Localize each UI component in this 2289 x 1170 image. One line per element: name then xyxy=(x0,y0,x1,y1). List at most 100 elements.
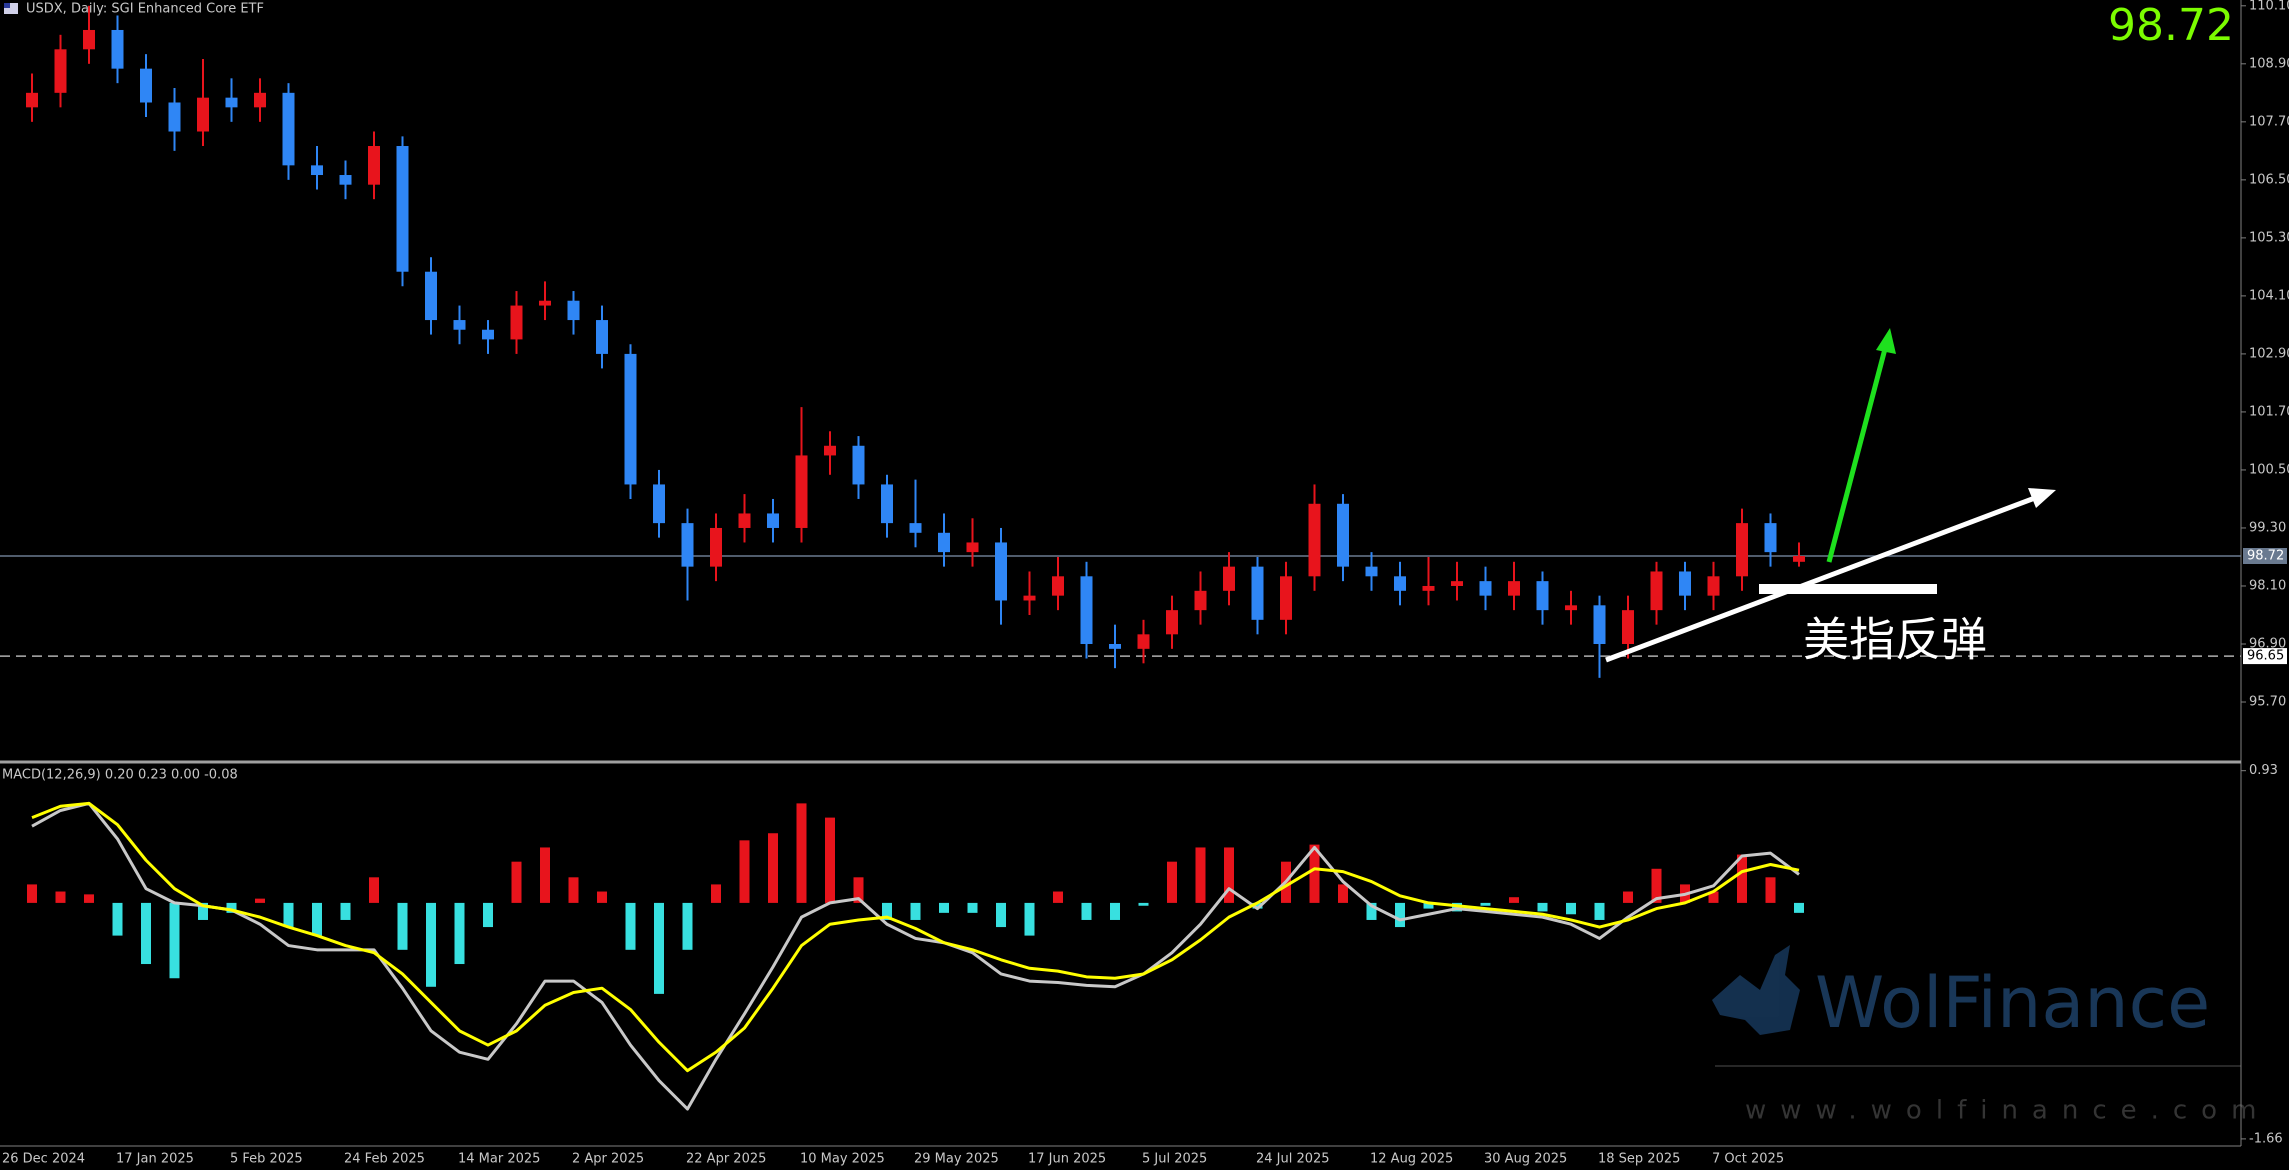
y-tick-label: -1.66 xyxy=(2249,1131,2283,1146)
candle-body xyxy=(453,320,466,330)
macd-histogram-bar xyxy=(939,902,949,913)
x-tick-label: 29 May 2025 xyxy=(914,1152,999,1167)
macd-histogram-bar xyxy=(55,891,66,903)
candle-body xyxy=(624,353,637,485)
macd-histogram-bar xyxy=(1366,902,1377,920)
y-tick-label: 0.93 xyxy=(2249,763,2278,778)
x-tick-label: 18 Sep 2025 xyxy=(1598,1152,1680,1167)
candle-body xyxy=(710,527,722,567)
macd-histogram-bar xyxy=(1338,884,1348,903)
macd-histogram-bar xyxy=(397,902,408,950)
macd-histogram-bar xyxy=(711,884,721,903)
macd-histogram-bar xyxy=(1252,902,1263,909)
macd-line xyxy=(31,801,1800,1073)
candle-body xyxy=(1451,581,1463,586)
watermark-logo xyxy=(1712,945,1800,1035)
macd-histogram-bar xyxy=(255,898,265,903)
macd-histogram-bar xyxy=(825,817,835,903)
candle-body xyxy=(1536,581,1549,611)
x-tick-label: 14 Mar 2025 xyxy=(458,1152,540,1167)
macd-histogram-bar xyxy=(1309,844,1320,903)
macd-histogram-bar xyxy=(1024,902,1035,936)
x-tick-label: 30 Aug 2025 xyxy=(1484,1152,1567,1167)
macd-histogram-bar xyxy=(1737,854,1747,903)
macd-histogram-bar xyxy=(1423,902,1434,909)
candle-body xyxy=(482,329,494,340)
candle-body xyxy=(282,92,295,166)
y-tick-label: 107.70 xyxy=(2249,114,2289,129)
macd-histogram-bar xyxy=(853,877,864,903)
candle-body xyxy=(54,49,67,93)
x-tick-label: 26 Dec 2024 xyxy=(2,1152,85,1167)
macd-histogram-bar xyxy=(1651,868,1662,903)
candle-body xyxy=(168,102,181,132)
macd-histogram-bar xyxy=(1537,902,1548,912)
y-tick-label: 108.90 xyxy=(2249,56,2289,71)
last-price-tag xyxy=(2243,548,2287,565)
candle-body xyxy=(339,175,352,185)
candle-body xyxy=(795,455,808,528)
candle-body xyxy=(225,97,238,108)
macd-histogram-bar xyxy=(1566,902,1576,915)
x-tick-label: 12 Aug 2025 xyxy=(1370,1152,1453,1167)
candle-body xyxy=(909,523,922,533)
macd-histogram-bar xyxy=(426,902,436,987)
last-price-big: 98.72 xyxy=(2108,0,2234,51)
candle-body xyxy=(1736,523,1748,577)
candle-body xyxy=(1394,576,1406,591)
rebound-arrowhead xyxy=(1876,328,1896,354)
candle-body xyxy=(197,97,209,132)
macd-histogram-bar xyxy=(654,902,664,994)
macd-line xyxy=(31,801,1800,1111)
candle-body xyxy=(1194,590,1207,611)
candle-body xyxy=(1109,643,1121,649)
watermark-url: www.wolfinance.com xyxy=(1745,1096,2270,1126)
y-tick-label: 106.50 xyxy=(2249,172,2289,187)
candle-body xyxy=(140,68,152,103)
candle-body xyxy=(1223,566,1235,591)
macd-histogram-bar xyxy=(84,894,94,903)
candle-body xyxy=(311,165,323,176)
macd-histogram-bar xyxy=(625,902,636,950)
candle-body xyxy=(510,305,523,340)
candle-body xyxy=(1137,634,1150,649)
macd-histogram-bar xyxy=(226,902,237,913)
candle-body xyxy=(1764,523,1777,553)
macd-histogram-bar xyxy=(1623,891,1633,903)
macd-histogram-bar xyxy=(739,840,750,903)
candle-body xyxy=(1650,571,1663,611)
macd-histogram-bar xyxy=(369,877,379,903)
candle-body xyxy=(1679,571,1691,596)
candle-body xyxy=(938,532,950,553)
candle-body xyxy=(254,92,266,108)
support-tag xyxy=(2243,648,2287,665)
macd-histogram-bar xyxy=(511,861,522,903)
candle-body xyxy=(396,146,409,272)
candle-body xyxy=(995,542,1007,601)
macd-histogram-bar xyxy=(169,902,180,979)
macd-histogram-bar xyxy=(1594,902,1605,920)
macd-histogram-bar xyxy=(454,902,465,965)
x-tick-label: 17 Jan 2025 xyxy=(116,1152,194,1167)
candle-body xyxy=(966,542,979,553)
macd-histogram-bar xyxy=(1138,902,1149,906)
watermark: WolFinance www.wolfinance.com xyxy=(1712,945,2270,1126)
x-tick-label: 2 Apr 2025 xyxy=(572,1152,644,1167)
candle-body xyxy=(681,523,694,567)
macd-histogram-bar xyxy=(1395,902,1405,928)
macd-histogram-bar xyxy=(1509,897,1519,903)
candle-body xyxy=(1251,566,1264,620)
macd-histogram-bar xyxy=(540,847,550,903)
y-tick-label: 105.30 xyxy=(2249,230,2289,245)
x-tick-label: 5 Jul 2025 xyxy=(1142,1152,1207,1167)
candle-body xyxy=(1308,503,1321,577)
candle-body xyxy=(425,271,437,321)
candle-body xyxy=(1793,556,1805,562)
trend-arrow xyxy=(1605,493,2041,663)
candle-body xyxy=(1508,581,1520,596)
x-tick-label: 10 May 2025 xyxy=(800,1152,885,1167)
macd-histogram-bar xyxy=(198,902,208,920)
macd-histogram-bar xyxy=(1195,847,1206,903)
candle-body xyxy=(26,92,38,108)
